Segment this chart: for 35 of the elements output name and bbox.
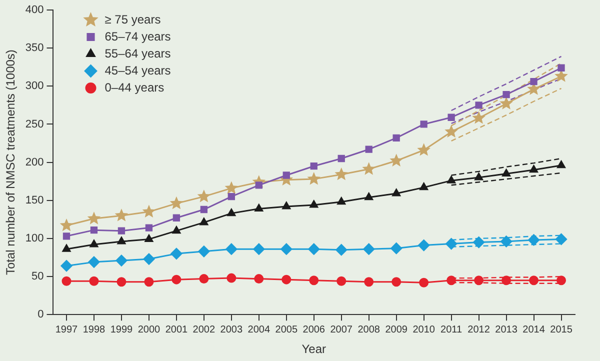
legend-label: 65–74 years [104,29,171,44]
x-tick-label: 2004 [248,324,270,336]
x-tick-label: 2008 [358,324,380,336]
x-tick-label: 2009 [385,324,408,336]
x-tick-label: 2013 [495,324,518,336]
legend-label: 45–54 years [104,63,171,78]
y-tick-label: 300 [25,80,44,92]
y-tick-label: 200 [25,156,44,168]
y-axis-title: Total number of NMSC treatments (1000s) [4,50,18,276]
x-tick-label: 2010 [412,324,436,336]
legend-label: 55–64 years [104,46,171,60]
x-axis-title: Year [302,342,326,356]
x-tick-label: 2002 [192,324,216,336]
x-tick-label: 2007 [330,324,353,336]
x-tick-label: 2001 [165,324,188,336]
y-tick-label: 100 [25,232,44,244]
y-tick-label: 400 [25,4,44,16]
x-tick-label: 2014 [522,324,546,336]
y-tick-label: 0 [38,308,44,321]
x-tick-label: 2011 [440,324,462,336]
x-tick-label: 2015 [550,324,573,336]
x-tick-label: 2006 [302,324,326,336]
x-tick-label: 1998 [82,324,106,336]
legend-label: 0–44 years [104,80,164,94]
x-tick-label: 1999 [110,324,134,336]
x-tick-label: 1997 [55,324,78,336]
y-tick-label: 50 [32,270,44,283]
y-tick-label: 350 [25,42,44,54]
x-tick-label: 2003 [220,324,243,336]
x-tick-label: 2012 [468,324,490,336]
x-tick-label: 2000 [138,324,161,336]
x-tick-label: 2005 [275,324,298,336]
y-tick-label: 150 [25,194,44,206]
y-tick-label: 250 [25,118,44,130]
legend-label: ≥ 75 years [104,12,161,26]
